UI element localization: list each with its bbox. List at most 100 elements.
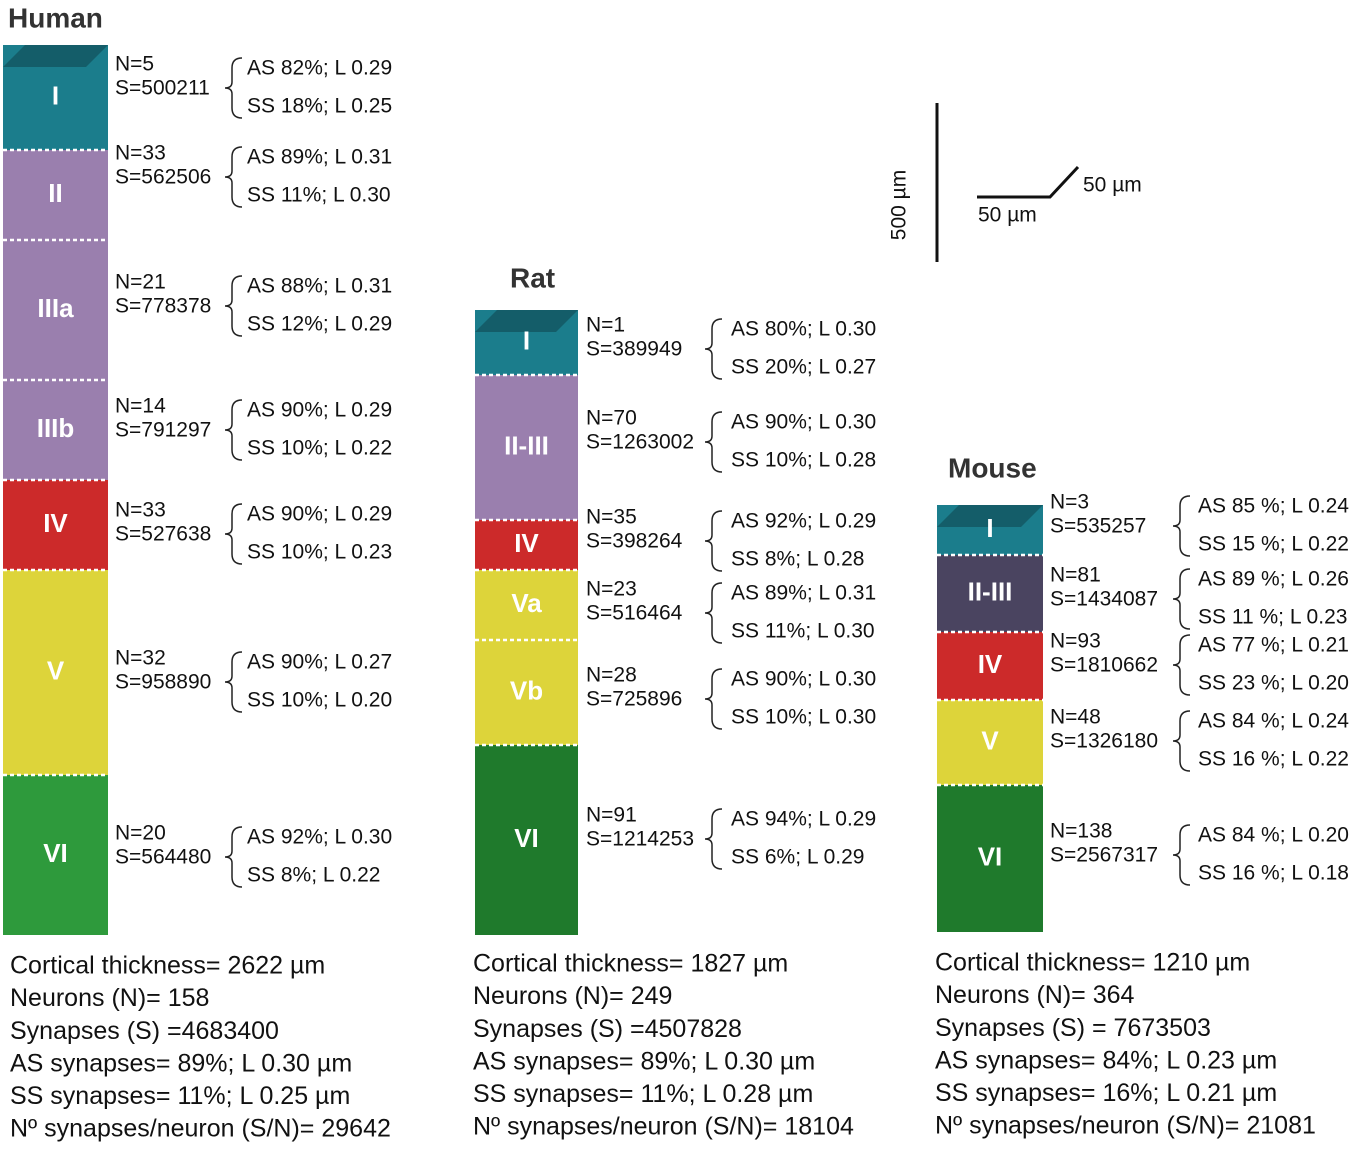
panel-title: Rat	[510, 262, 555, 293]
layer-label: Va	[511, 588, 542, 618]
ss-synapses: SS 10%; L 0.20	[247, 689, 392, 712]
ss-synapses: SS 11%; L 0.30	[731, 620, 875, 643]
synapse-count: S=398264	[586, 530, 683, 553]
neuron-count: N=23	[586, 578, 637, 601]
layer-label: II-III	[504, 430, 549, 460]
layer-block	[3, 240, 108, 380]
as-synapses: AS 88%; L 0.31	[247, 275, 392, 298]
ss-synapses: SS 11 %; L 0.23	[1198, 606, 1347, 629]
neuron-count: N=21	[115, 271, 166, 294]
summary-line: AS synapses= 89%; L 0.30 µm	[473, 1047, 815, 1075]
summary-line: Nº synapses/neuron (S/N)= 18104	[473, 1113, 854, 1141]
neuron-count: N=91	[586, 804, 637, 827]
as-synapses: AS 90%; L 0.29	[247, 503, 392, 526]
as-synapses: AS 92%; L 0.29	[731, 510, 876, 533]
layer-block	[3, 150, 108, 240]
ss-synapses: SS 10%; L 0.28	[731, 449, 876, 472]
synapse-count: S=564480	[115, 846, 211, 869]
ss-synapses: SS 23 %; L 0.20	[1198, 672, 1349, 695]
neuron-count: N=48	[1050, 706, 1101, 729]
layer-label: IIIb	[37, 413, 75, 443]
layer-block	[3, 45, 108, 150]
block-top	[475, 310, 578, 332]
as-synapses: AS 89%; L 0.31	[731, 582, 876, 605]
summary-line: Cortical thickness= 2622 µm	[10, 952, 325, 980]
as-synapses: AS 92%; L 0.30	[247, 826, 392, 849]
layer-label: IV	[43, 508, 68, 538]
synapse-count: S=1810662	[1050, 654, 1158, 677]
panel-title: Human	[8, 2, 103, 33]
layer-label: Vb	[510, 675, 543, 705]
ss-synapses: SS 11%; L 0.30	[247, 184, 391, 207]
brace	[224, 503, 243, 565]
layer-label: II	[48, 178, 62, 208]
brace	[224, 57, 243, 119]
block-top	[3, 45, 108, 67]
scale-depth-label: 50 µm	[1083, 174, 1142, 197]
layer-block	[937, 555, 1043, 632]
brace	[704, 318, 723, 380]
summary-line: Synapses (S) =4507828	[473, 1015, 742, 1043]
summary-line: Synapses (S) = 7673503	[935, 1014, 1211, 1042]
as-synapses: AS 84 %; L 0.20	[1198, 824, 1349, 847]
summary-line: Synapses (S) =4683400	[10, 1017, 279, 1045]
panel-title: Mouse	[948, 452, 1037, 483]
layer-label: I	[523, 325, 530, 355]
as-synapses: AS 90%; L 0.27	[247, 651, 392, 674]
ss-synapses: SS 12%; L 0.29	[247, 313, 392, 336]
brace	[1172, 634, 1191, 696]
as-synapses: AS 80%; L 0.30	[731, 318, 876, 341]
ss-synapses: SS 10%; L 0.22	[247, 437, 392, 460]
neuron-count: N=20	[115, 822, 166, 845]
layer-block	[937, 700, 1043, 785]
layer-block	[937, 785, 1043, 932]
synapse-count: S=958890	[115, 671, 211, 694]
layer-block	[3, 480, 108, 570]
neuron-count: N=81	[1050, 564, 1101, 587]
layer-label: IIIa	[37, 293, 74, 323]
layer-block	[3, 775, 108, 935]
summary-line: Cortical thickness= 1210 µm	[935, 949, 1250, 977]
neuron-count: N=3	[1050, 491, 1089, 514]
synapse-count: S=1263002	[586, 431, 694, 454]
layer-block	[475, 745, 578, 935]
summary-line: Neurons (N)= 158	[10, 984, 209, 1012]
layer-label: VI	[978, 841, 1003, 871]
layer-block	[3, 570, 108, 775]
brace	[1172, 568, 1191, 630]
ss-synapses: SS 18%; L 0.25	[247, 95, 392, 118]
brace	[224, 275, 243, 337]
summary-line: SS synapses= 11%; L 0.25 µm	[10, 1082, 350, 1110]
neuron-count: N=33	[115, 142, 166, 165]
brace	[224, 651, 243, 713]
layer-block	[475, 310, 578, 375]
layer-block	[475, 375, 578, 520]
neuron-count: N=14	[115, 395, 166, 418]
layer-block	[475, 570, 578, 640]
summary-line: Nº synapses/neuron (S/N)= 29642	[10, 1115, 391, 1143]
as-synapses: AS 77 %; L 0.21	[1198, 634, 1349, 657]
neuron-count: N=1	[586, 314, 625, 337]
summary-line: Nº synapses/neuron (S/N)= 21081	[935, 1112, 1316, 1140]
layer-label: I	[986, 513, 993, 543]
ss-synapses: SS 10%; L 0.23	[247, 541, 392, 564]
neuron-count: N=32	[115, 647, 166, 670]
scale-vertical-label: 500 µm	[888, 170, 911, 240]
as-synapses: AS 84 %; L 0.24	[1198, 710, 1349, 733]
ss-synapses: SS 8%; L 0.22	[247, 864, 380, 887]
ss-synapses: SS 10%; L 0.30	[731, 706, 876, 729]
layer-block	[3, 380, 108, 480]
ss-synapses: SS 6%; L 0.29	[731, 846, 864, 869]
layer-block	[937, 632, 1043, 700]
layer-label: VI	[43, 838, 68, 868]
ss-synapses: SS 8%; L 0.28	[731, 548, 864, 571]
summary-line: Neurons (N)= 249	[473, 982, 672, 1010]
neuron-count: N=33	[115, 499, 166, 522]
block-top	[937, 505, 1043, 527]
brace	[224, 399, 243, 461]
summary-line: SS synapses= 11%; L 0.28 µm	[473, 1080, 813, 1108]
ss-synapses: SS 15 %; L 0.22	[1198, 533, 1349, 556]
brace	[704, 668, 723, 730]
